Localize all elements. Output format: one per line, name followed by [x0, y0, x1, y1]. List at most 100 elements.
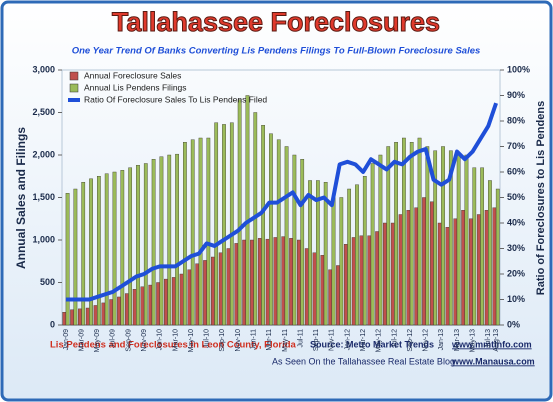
bar: [347, 188, 352, 326]
bar: [469, 218, 473, 326]
y2-tick-label: 60%: [507, 166, 525, 176]
bar: [62, 312, 67, 326]
line: [65, 102, 498, 302]
x-tick-label: Jan-09: [63, 329, 70, 351]
bar: [362, 176, 367, 326]
bar: [210, 256, 215, 326]
y2-tick-label: 0%: [507, 319, 520, 329]
y-tick-label: 1,500: [32, 192, 55, 202]
x-tick-label: Jan-11: [250, 329, 257, 350]
bar: [370, 163, 375, 326]
bar: [308, 180, 312, 326]
x-tick-label: Jan-13: [438, 329, 445, 351]
bar: [198, 137, 203, 326]
bar: [175, 153, 179, 326]
bar: [304, 248, 309, 326]
bar: [406, 210, 411, 326]
bar: [320, 255, 325, 326]
bar: [383, 222, 387, 326]
bar: [218, 252, 223, 326]
bar: [292, 154, 297, 326]
x-tick-label: Mar-12: [360, 329, 367, 351]
bar: [190, 139, 195, 326]
bar: [261, 125, 265, 326]
source-url[interactable]: www.mmtinfo.com: [451, 339, 532, 349]
x-tick-label: Jul-12: [391, 329, 398, 348]
bar: [179, 273, 184, 326]
bar: [226, 248, 231, 326]
x-tick-label: Nov-10: [235, 329, 242, 352]
bar: [276, 139, 281, 326]
y2-tick-label: 80%: [507, 115, 525, 125]
bar: [422, 197, 426, 326]
x-tick-label: Mar-11: [266, 329, 273, 351]
x-tick-label: Nov-12: [423, 329, 430, 352]
y-axis-label: Annual Sales and Filings: [14, 127, 28, 269]
bar: [476, 214, 481, 326]
footer-left: Lis Pendens and Foreclosures In Leon Cou…: [50, 340, 297, 351]
y2-tick-label: 10%: [507, 294, 525, 304]
bar: [73, 188, 78, 326]
x-tick-label: Sep-11: [313, 329, 320, 351]
y-tick-label: 0: [50, 319, 55, 329]
bar: [398, 214, 403, 326]
blog-url[interactable]: www.Manausa.com: [451, 356, 535, 366]
bar: [461, 210, 466, 326]
bar: [195, 263, 200, 326]
bar: [93, 305, 98, 326]
bar: [355, 184, 359, 326]
legend-label: Ratio Of Foreclosure Sales To Lis Penden…: [84, 94, 267, 104]
bar: [351, 237, 356, 326]
x-tick-label: May-13: [469, 329, 476, 352]
bar: [171, 277, 176, 326]
bar: [70, 309, 74, 326]
bar: [159, 156, 164, 326]
bar: [143, 163, 148, 326]
blog: As Seen On the Tallahassee Real Estate B…: [272, 356, 455, 366]
bar: [375, 231, 379, 326]
bar: [312, 252, 317, 326]
x-tick-label: Jan-12: [344, 329, 351, 351]
x-tick-label: May-09: [94, 329, 101, 352]
x-tick-label: Nov-11: [329, 329, 336, 351]
bar: [402, 137, 406, 326]
x-tick-label: Jan-10: [157, 329, 164, 351]
x-tick-label: Sep-12: [407, 329, 414, 352]
bar: [488, 180, 492, 326]
bar: [495, 188, 500, 326]
bar: [409, 142, 414, 326]
bar: [109, 299, 114, 326]
bar: [472, 167, 477, 326]
bar: [414, 207, 419, 326]
x-tick-label: Jul-10: [204, 329, 211, 348]
bar: [222, 124, 226, 326]
x-tick-label: Mar-13: [454, 329, 461, 351]
bar: [323, 181, 328, 326]
y2-tick-label: 90%: [507, 90, 525, 100]
bar: [101, 302, 106, 326]
bar: [441, 146, 445, 326]
bar: [151, 159, 156, 326]
bar: [390, 222, 395, 326]
bar: [265, 238, 270, 326]
bar: [437, 222, 442, 326]
bar: [89, 178, 93, 326]
x-tick-label: May-10: [188, 329, 195, 352]
bar: [117, 296, 121, 326]
bar: [242, 239, 247, 326]
bar: [429, 201, 434, 326]
y2-tick-label: 30%: [507, 243, 525, 253]
y2-tick-label: 70%: [507, 141, 525, 151]
bar: [328, 269, 333, 326]
bar: [85, 307, 90, 326]
bar: [156, 282, 160, 326]
x-tick-label: Mar-09: [78, 329, 85, 351]
chart-title: Tallahassee Foreclosures: [112, 7, 440, 37]
bar: [65, 193, 70, 326]
x-tick-label: Nov-09: [141, 329, 148, 352]
bar: [394, 142, 398, 326]
bar: [132, 289, 137, 326]
bar: [104, 173, 109, 326]
bar: [480, 167, 484, 326]
y2-tick-label: 40%: [507, 217, 525, 227]
